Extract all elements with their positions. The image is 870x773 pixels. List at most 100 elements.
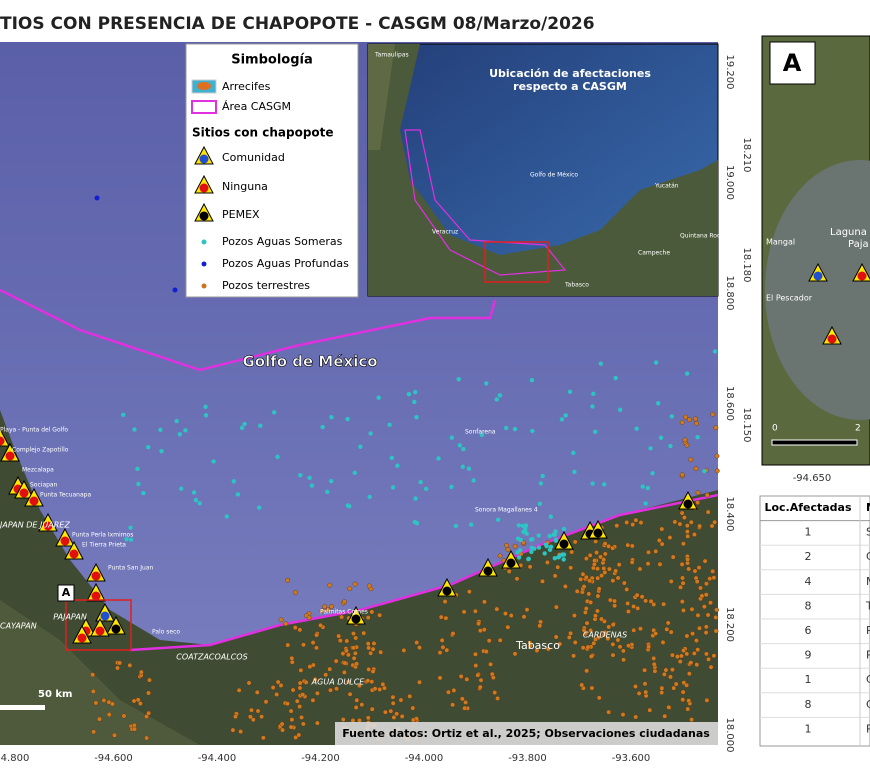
terrestrial-well [438,614,444,620]
terrestrial-well [606,566,612,572]
terrestrial-well [352,581,358,587]
terrestrial-well [246,680,252,686]
terrestrial-well [694,421,699,426]
site-dot [351,614,361,624]
terrestrial-well [681,541,686,547]
terrestrial-well [417,645,422,650]
terrestrial-well [369,679,375,685]
terrestrial-well [97,716,102,722]
terrestrial-well [631,627,637,633]
terrestrial-well [586,591,592,597]
terrestrial-well [583,574,589,580]
terrestrial-well [280,727,285,733]
terrestrial-well [638,626,643,632]
shallow-well [553,538,559,543]
place-label: COATZACOALCOS [176,653,247,662]
terrestrial-well [352,650,358,656]
terrestrial-well [344,648,349,654]
site-dot [0,436,5,446]
terrestrial-well [587,578,592,584]
lat-tick: 19.000 [724,165,735,200]
terrestrial-well [621,580,627,586]
shallow-well [146,444,151,450]
terrestrial-well [693,416,698,422]
terrestrial-well [686,698,692,704]
terrestrial-well [631,604,636,609]
terrestrial-well [289,655,295,661]
place-label: AGUA DULCE [311,678,366,687]
legend-item: Pozos Aguas Someras [222,235,343,248]
terrestrial-well [639,594,645,600]
site-label: Sonora Magallanes 4 [475,507,538,514]
terrestrial-well [450,702,456,708]
terrestrial-well [527,643,533,649]
terrestrial-well [659,541,665,547]
shallow-well [203,413,209,418]
terrestrial-well [679,653,684,659]
terrestrial-well [461,609,467,615]
terrestrial-well [610,578,616,584]
inset-label: Quintana Roo [680,233,721,240]
terrestrial-well [643,689,649,695]
table-cell: 1 [805,722,812,735]
shallow-well [320,424,325,430]
shallow-well [512,426,518,432]
terrestrial-well [327,666,333,672]
terrestrial-well [601,566,607,571]
terrestrial-well [370,646,376,652]
terrestrial-well [238,729,244,734]
terrestrial-well [607,597,613,603]
terrestrial-well [537,623,543,629]
shallow-well [567,389,573,395]
terrestrial-well [681,607,686,613]
shallow-well [352,470,357,475]
terrestrial-well [581,627,587,633]
terrestrial-well [248,714,253,720]
terrestrial-well [653,548,659,554]
terrestrial-well [495,695,500,701]
terrestrial-well [459,696,465,702]
terrestrial-well [587,552,593,558]
terrestrial-well [297,704,303,709]
panel-a: A Laguna Paja Mangal El Pescador 0 2 -94… [741,35,870,484]
terrestrial-well [353,635,359,641]
terrestrial-well [300,692,306,698]
terrestrial-well [633,517,639,523]
shallow-well [456,376,461,382]
shallow-well [656,401,661,406]
terrestrial-well [630,522,636,527]
terrestrial-well [708,664,714,670]
shallow-well [648,446,653,451]
terrestrial-well [625,542,631,548]
terrestrial-well [278,617,284,623]
terrestrial-well [572,539,578,545]
shallow-well [457,443,463,448]
shallow-well [461,446,466,452]
terrestrial-well [671,685,677,691]
terrestrial-well [345,652,351,658]
terrestrial-well [620,648,626,654]
site-dot [91,571,101,581]
terrestrial-well [634,592,640,598]
shallow-well [412,399,417,405]
place-label: CARDENAS [583,631,627,640]
terrestrial-well [680,697,686,703]
terrestrial-well [378,649,384,655]
shallow-well [529,549,534,555]
shallow-well [413,496,418,501]
terrestrial-well [250,717,256,723]
terrestrial-well [146,710,152,716]
terrestrial-well [602,630,608,635]
shallow-well [544,544,549,549]
shallow-well [183,428,188,433]
terrestrial-well [580,571,586,577]
shallow-well [231,479,237,484]
shallow-well [572,469,577,475]
terrestrial-well [285,577,291,583]
terrestrial-well [488,661,493,667]
shallow-well [702,469,707,474]
terrestrial-well [688,519,694,525]
terrestrial-well [677,659,683,664]
terrestrial-well [476,621,481,627]
terrestrial-well [473,651,478,657]
